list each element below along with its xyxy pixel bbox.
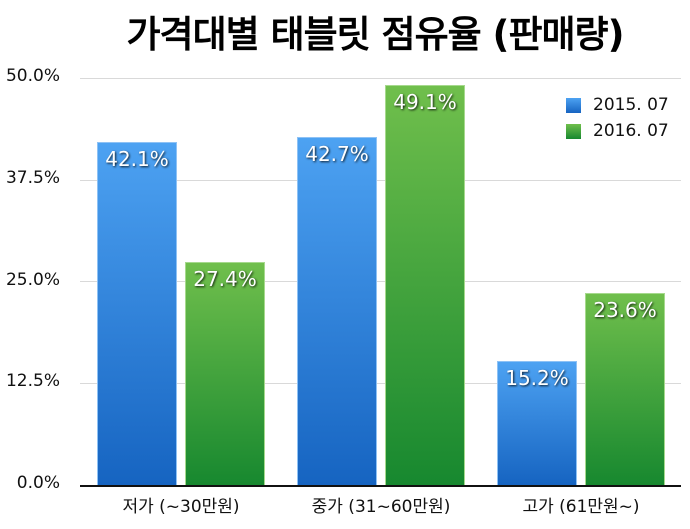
bar-label: 27.4%	[193, 267, 257, 291]
y-tick-25: 25.0%	[5, 270, 60, 290]
bar-2016-low: 27.4%	[185, 262, 265, 485]
gridline-50	[80, 78, 681, 79]
x-axis-line	[80, 485, 681, 487]
gridline-12-5	[80, 383, 681, 384]
legend-item-2015: 2015. 07	[566, 92, 669, 118]
y-tick-0: 0.0%	[16, 473, 60, 493]
y-tick-12-5: 12.5%	[5, 371, 60, 391]
y-tick-50: 50.0%	[5, 66, 60, 86]
bar-label: 42.1%	[105, 147, 169, 171]
x-label-low: 저가 (~30만원)	[122, 497, 240, 517]
bar-2016-high: 23.6%	[585, 293, 665, 485]
legend-swatch-green-icon	[566, 123, 581, 139]
chart-title: 가격대별 태블릿 점유율 (판매량)	[126, 13, 625, 56]
legend-swatch-blue-icon	[566, 97, 581, 113]
y-tick-37-5: 37.5%	[5, 168, 60, 188]
legend-item-2016: 2016. 07	[566, 118, 669, 144]
bar-2016-mid: 49.1%	[385, 85, 465, 485]
gridline-37-5	[80, 180, 681, 181]
gridline-25	[80, 281, 681, 282]
bar-label: 23.6%	[593, 298, 657, 322]
bar-2015-low: 42.1%	[97, 142, 177, 485]
legend: 2015. 07 2016. 07	[566, 92, 669, 144]
bar-label: 15.2%	[505, 366, 569, 390]
x-label-high: 고가 (61만원~)	[522, 497, 640, 517]
legend-label: 2016. 07	[593, 121, 669, 141]
legend-label: 2015. 07	[593, 95, 669, 115]
x-label-mid: 중가 (31~60만원)	[311, 497, 451, 517]
bar-2015-mid: 42.7%	[297, 137, 377, 485]
bar-label: 42.7%	[305, 142, 369, 166]
bar-2015-high: 15.2%	[497, 361, 577, 485]
bar-label: 49.1%	[393, 90, 457, 114]
